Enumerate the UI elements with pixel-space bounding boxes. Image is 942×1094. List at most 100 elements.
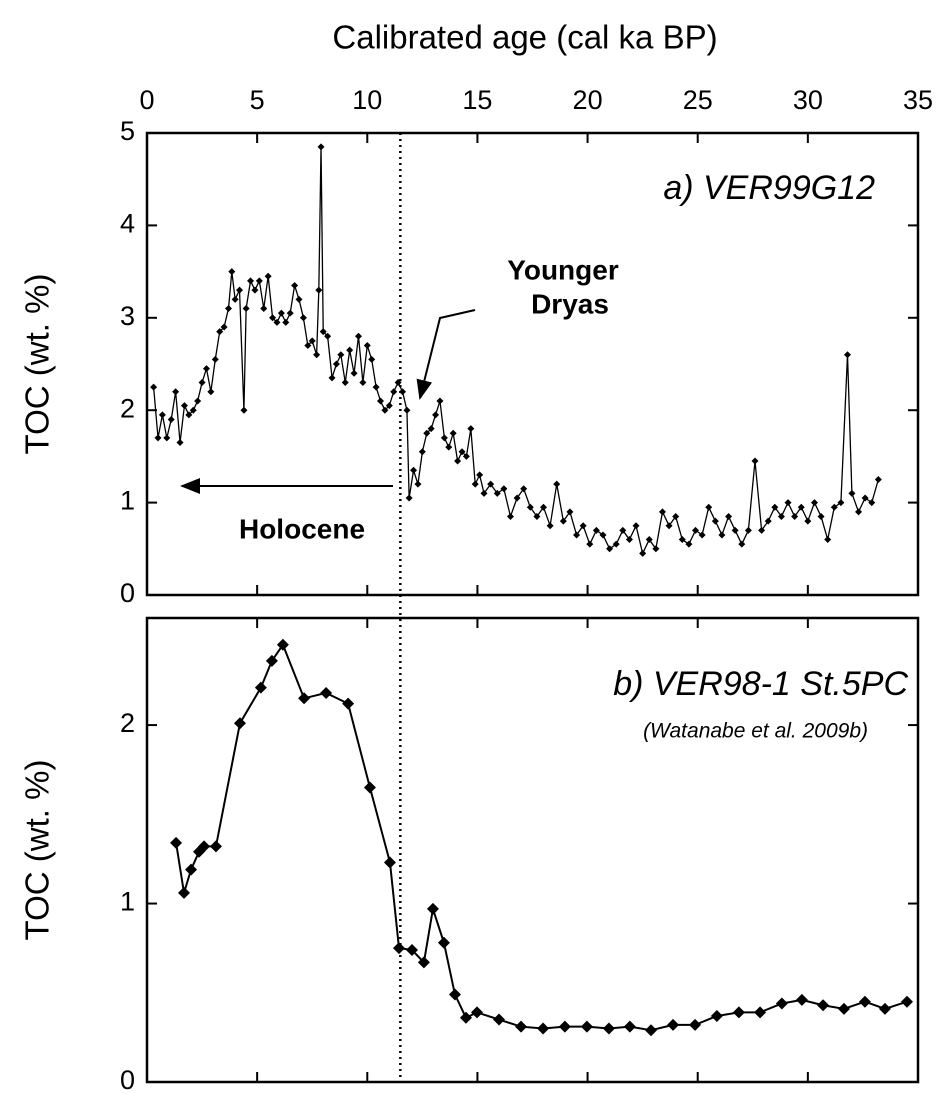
data-point (291, 281, 299, 289)
data-point (878, 1002, 891, 1015)
data-point (180, 402, 188, 410)
data-point (341, 378, 349, 386)
data-point (458, 448, 466, 456)
data-point (449, 429, 457, 437)
data-point (393, 942, 406, 955)
data-point (874, 476, 882, 483)
data-point (861, 494, 869, 502)
data-point (426, 902, 439, 915)
data-point (417, 956, 430, 969)
data-point (211, 355, 219, 363)
data-point (228, 268, 236, 276)
data-point (440, 434, 448, 442)
data-point (298, 692, 311, 705)
data-point (324, 332, 332, 340)
data-point (163, 434, 171, 442)
y-axis-label: TOC (wt. %) (19, 760, 56, 941)
data-point (414, 480, 422, 488)
data-point (837, 499, 845, 507)
data-point (170, 836, 183, 849)
data-point (313, 351, 321, 359)
data-point (423, 429, 431, 437)
data-point (844, 351, 852, 359)
data-point (784, 499, 792, 507)
data-point (467, 425, 475, 433)
data-point (264, 272, 272, 280)
data-point (405, 494, 413, 502)
data-point (418, 448, 426, 456)
data-point (209, 840, 222, 853)
data-point (705, 503, 713, 511)
data-point (710, 1009, 723, 1022)
data-point (150, 383, 158, 391)
data-point (381, 406, 389, 414)
data-point (645, 536, 653, 544)
data-point (771, 503, 779, 511)
x-tick-label: 15 (462, 85, 492, 115)
data-point (470, 1006, 483, 1019)
data-point (758, 526, 766, 534)
data-point (233, 717, 246, 730)
x-tick-label: 5 (250, 85, 265, 115)
data-point (692, 526, 700, 534)
data-point (436, 397, 444, 405)
y-tick-label: 0 (120, 1065, 135, 1094)
data-point (579, 522, 587, 530)
data-point (652, 545, 660, 553)
y-tick-label: 0 (120, 578, 135, 608)
plot-frame (145, 616, 920, 1084)
data-point (559, 517, 567, 525)
data-point (817, 999, 830, 1012)
data-point (718, 531, 726, 539)
annotation: Dryas (531, 288, 609, 319)
data-point (254, 681, 267, 694)
data-point (573, 531, 581, 539)
data-point (855, 508, 863, 516)
data-point (520, 485, 528, 493)
data-point (247, 277, 255, 285)
data-point (606, 545, 614, 553)
data-point (476, 471, 484, 479)
y-tick-label: 3 (120, 301, 135, 331)
data-point (295, 295, 303, 303)
arrow (416, 309, 476, 400)
data-point (513, 494, 521, 502)
data-point (500, 485, 508, 493)
data-point (900, 995, 913, 1008)
data-point (645, 1024, 658, 1037)
data-point (269, 314, 277, 322)
x-axis-label: Calibrated age (cal ka BP) (332, 19, 717, 56)
data-point (372, 383, 380, 391)
data-point (689, 1018, 702, 1031)
data-point (533, 512, 541, 520)
y-tick-label: 5 (120, 116, 135, 146)
data-point (167, 415, 175, 423)
data-point (299, 314, 307, 322)
data-point (359, 378, 367, 386)
data-point (198, 378, 206, 386)
x-tick-label: 25 (683, 85, 713, 115)
data-point (623, 1020, 636, 1033)
data-point (260, 305, 268, 313)
y-tick-label: 2 (120, 393, 135, 423)
data-point (354, 332, 362, 340)
data-point (320, 686, 333, 699)
data-point (487, 480, 495, 488)
data-point (216, 328, 224, 336)
x-tick-label: 30 (793, 85, 823, 115)
data-line (152, 146, 879, 556)
data-point (346, 346, 354, 354)
data-point (775, 997, 788, 1010)
data-point (194, 397, 202, 405)
data-point (830, 503, 838, 511)
data-point (198, 840, 211, 853)
data-point (537, 1022, 550, 1035)
data-point (586, 540, 594, 548)
data-point (711, 517, 719, 525)
data-point (506, 512, 514, 520)
data-point (454, 457, 462, 465)
data-point (273, 318, 281, 326)
plot-frame (145, 131, 920, 597)
annotation: Holocene (239, 513, 365, 544)
data-point (777, 512, 785, 520)
